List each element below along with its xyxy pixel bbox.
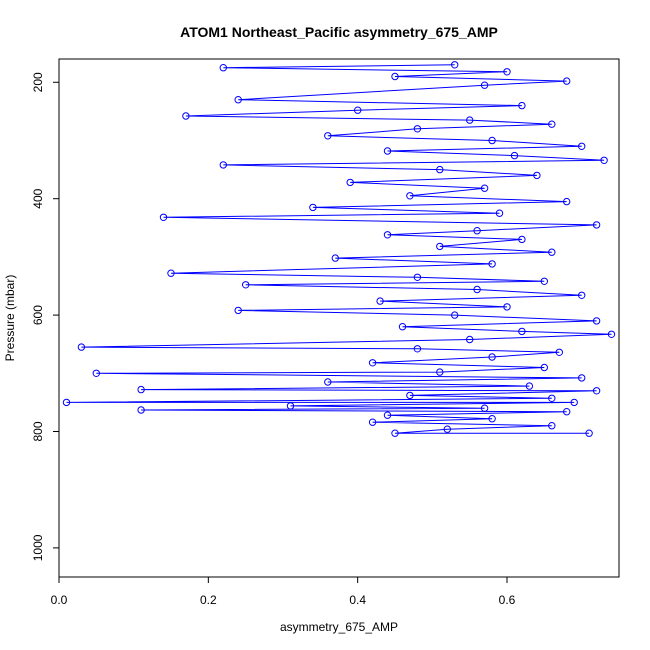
data-point [324, 132, 332, 140]
x-tick-label: 0.0 [51, 593, 68, 607]
data-point [368, 418, 377, 426]
data-point [346, 178, 354, 187]
data-point [525, 382, 534, 390]
data-point [548, 422, 556, 430]
y-axis-title: Pressure (mbar) [3, 275, 17, 362]
data-point [234, 306, 242, 315]
plot-data-layer [62, 61, 616, 437]
data-point [592, 387, 601, 395]
data-point [368, 359, 377, 367]
data-point [488, 260, 496, 268]
data-point [540, 277, 548, 285]
data-point [563, 77, 571, 85]
data-point [548, 248, 556, 256]
x-tick-label: 0.6 [499, 593, 516, 607]
x-tick-label: 0.2 [200, 593, 217, 607]
data-point [600, 156, 608, 165]
y-tick-label: 600 [31, 305, 45, 325]
data-point [324, 378, 332, 386]
data-point [495, 209, 504, 217]
data-point [563, 197, 571, 206]
data-point [480, 81, 489, 89]
data-point [548, 394, 556, 402]
data-point [578, 142, 586, 151]
series-line [66, 64, 612, 434]
data-point [555, 348, 563, 356]
data-point [159, 213, 168, 222]
data-point [383, 411, 392, 419]
data-point [578, 374, 586, 382]
data-point [137, 406, 145, 414]
y-tick-label: 1000 [31, 534, 45, 561]
data-point [62, 398, 71, 407]
data-point [383, 147, 392, 155]
data-point [443, 425, 451, 433]
data-point [488, 353, 496, 361]
data-point [286, 402, 295, 410]
data-point [451, 61, 459, 69]
data-point [480, 404, 489, 412]
data-point [518, 327, 526, 336]
chart-title: ATOM1 Northeast_Pacific asymmetry_675_AM… [180, 24, 498, 40]
data-point [77, 343, 86, 351]
data-point [488, 136, 496, 145]
data-point [406, 391, 414, 400]
data-point [518, 101, 526, 110]
data-point [182, 112, 190, 120]
y-tick-label: 400 [31, 188, 45, 208]
data-point [570, 398, 578, 407]
data-point [137, 385, 145, 394]
data-point [383, 231, 392, 239]
data-point [503, 68, 511, 76]
data-point [607, 330, 616, 338]
data-point [376, 297, 384, 305]
data-point [436, 165, 444, 174]
data-point [503, 303, 511, 311]
y-tick-label: 200 [31, 72, 45, 92]
data-point [391, 429, 399, 437]
data-point [540, 363, 548, 372]
data-point [354, 106, 362, 114]
data-point [234, 96, 242, 104]
y-axis: 200 400 600 800 1000 [31, 72, 60, 561]
data-point [480, 184, 489, 192]
data-point [510, 151, 519, 160]
data-point [473, 227, 481, 235]
data-point [563, 408, 571, 416]
data-point [466, 335, 474, 344]
data-point [413, 125, 422, 133]
data-point [533, 171, 541, 180]
data-point [592, 221, 601, 229]
data-point [466, 116, 474, 124]
data-point [92, 369, 101, 377]
data-point [331, 254, 339, 262]
x-axis-title: asymmetry_675_AMP [280, 620, 398, 634]
data-point [219, 64, 228, 72]
data-point [167, 269, 175, 277]
data-point [488, 415, 496, 423]
data-point [309, 203, 317, 212]
y-tick-label: 800 [31, 421, 45, 441]
x-tick-label: 0.4 [349, 593, 366, 607]
data-point [548, 120, 556, 128]
data-point [219, 161, 228, 169]
data-point [518, 235, 526, 244]
data-point [398, 323, 407, 331]
data-point [391, 72, 399, 81]
data-point [242, 281, 250, 289]
data-point [578, 291, 586, 299]
data-point [413, 345, 422, 353]
data-point [585, 429, 593, 437]
data-point [406, 192, 414, 200]
data-point [592, 317, 601, 325]
data-point [451, 311, 459, 319]
data-point [413, 273, 422, 281]
data-point [473, 285, 481, 294]
data-point [436, 368, 444, 376]
x-axis: 0.0 0.2 0.4 0.6 [51, 576, 516, 607]
data-point [436, 242, 444, 251]
